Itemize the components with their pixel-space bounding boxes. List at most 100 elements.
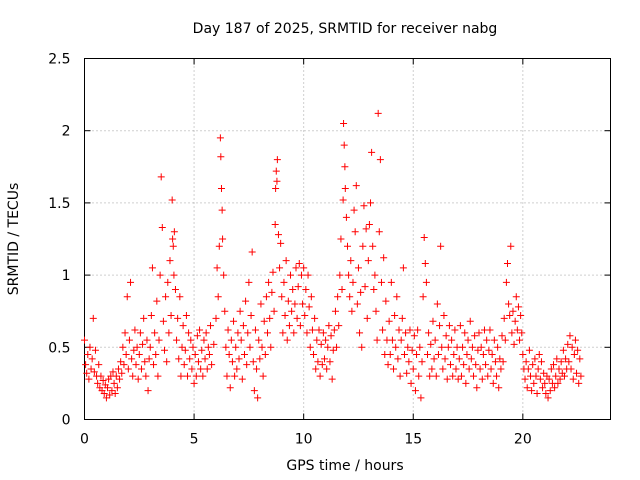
data-point bbox=[261, 351, 269, 359]
data-point bbox=[402, 329, 410, 337]
data-point bbox=[262, 293, 270, 301]
data-point bbox=[573, 369, 581, 377]
data-point bbox=[529, 361, 537, 369]
data-point bbox=[167, 312, 175, 320]
data-point bbox=[361, 283, 369, 291]
data-point bbox=[372, 307, 380, 315]
data-point bbox=[387, 278, 395, 286]
data-point bbox=[227, 336, 235, 344]
data-point bbox=[234, 329, 242, 337]
y-tick-labels: 0 0.5 1 1.5 2 2.5 bbox=[48, 52, 70, 429]
data-point bbox=[396, 372, 404, 380]
data-point bbox=[436, 322, 444, 330]
data-point bbox=[525, 346, 533, 354]
data-point bbox=[294, 283, 302, 291]
data-point bbox=[192, 372, 200, 380]
data-point bbox=[217, 184, 225, 192]
data-point bbox=[85, 375, 93, 383]
data-point bbox=[448, 336, 456, 344]
data-point bbox=[552, 372, 560, 380]
data-point bbox=[488, 351, 496, 359]
data-point bbox=[220, 271, 228, 279]
data-point bbox=[325, 322, 333, 330]
data-point bbox=[557, 358, 565, 366]
data-point bbox=[111, 390, 119, 398]
data-point bbox=[253, 365, 261, 373]
data-point bbox=[242, 297, 250, 305]
data-point bbox=[203, 365, 211, 373]
data-point bbox=[559, 346, 567, 354]
data-point bbox=[455, 355, 463, 363]
data-point bbox=[153, 297, 161, 305]
data-point bbox=[532, 372, 540, 380]
data-point bbox=[408, 346, 416, 354]
data-point bbox=[400, 351, 408, 359]
data-point bbox=[180, 361, 188, 369]
data-point bbox=[475, 329, 483, 337]
data-point bbox=[225, 351, 233, 359]
data-point bbox=[498, 332, 506, 340]
data-point bbox=[428, 365, 436, 373]
data-point bbox=[513, 326, 521, 334]
data-point bbox=[186, 355, 194, 363]
data-point bbox=[555, 365, 563, 373]
data-point bbox=[230, 317, 238, 325]
data-point bbox=[500, 314, 508, 322]
y-tick-label: 2.5 bbox=[48, 52, 70, 68]
data-point bbox=[312, 365, 320, 373]
data-point bbox=[212, 314, 220, 322]
data-point bbox=[188, 365, 196, 373]
data-point bbox=[537, 358, 545, 366]
data-point bbox=[554, 379, 562, 387]
data-point bbox=[137, 365, 145, 373]
data-point bbox=[254, 394, 262, 402]
data-point bbox=[429, 317, 437, 325]
data-point bbox=[456, 322, 464, 330]
data-point bbox=[131, 326, 139, 334]
data-point bbox=[551, 384, 559, 392]
data-point bbox=[156, 271, 164, 279]
data-point bbox=[564, 340, 572, 348]
data-point bbox=[390, 365, 398, 373]
data-point bbox=[545, 375, 553, 383]
data-point bbox=[471, 332, 479, 340]
data-point bbox=[351, 228, 359, 236]
data-point bbox=[336, 271, 344, 279]
data-point bbox=[337, 235, 345, 243]
data-point bbox=[391, 312, 399, 320]
data-point bbox=[461, 329, 469, 337]
data-point bbox=[493, 372, 501, 380]
data-point bbox=[91, 346, 99, 354]
data-point bbox=[556, 375, 564, 383]
data-point bbox=[219, 235, 227, 243]
data-point bbox=[268, 288, 276, 296]
data-point bbox=[466, 317, 474, 325]
data-point bbox=[322, 336, 330, 344]
data-point bbox=[331, 307, 339, 315]
data-point bbox=[524, 365, 532, 373]
data-point bbox=[190, 379, 198, 387]
data-point bbox=[415, 372, 423, 380]
data-point bbox=[232, 343, 240, 351]
data-point bbox=[164, 278, 172, 286]
data-point bbox=[238, 375, 246, 383]
data-point bbox=[240, 351, 248, 359]
data-point bbox=[341, 163, 349, 171]
data-point bbox=[394, 355, 402, 363]
data-point bbox=[200, 336, 208, 344]
data-point bbox=[482, 361, 490, 369]
data-point bbox=[125, 336, 133, 344]
data-point bbox=[170, 228, 178, 236]
data-point bbox=[508, 329, 516, 337]
data-point bbox=[421, 260, 429, 268]
data-point bbox=[512, 293, 520, 301]
data-point bbox=[547, 365, 555, 373]
data-point bbox=[260, 317, 268, 325]
data-point bbox=[442, 332, 450, 340]
data-point bbox=[352, 182, 360, 190]
data-point bbox=[142, 372, 150, 380]
data-point bbox=[404, 343, 412, 351]
data-point bbox=[223, 372, 231, 380]
data-point bbox=[416, 343, 424, 351]
data-point bbox=[575, 379, 583, 387]
